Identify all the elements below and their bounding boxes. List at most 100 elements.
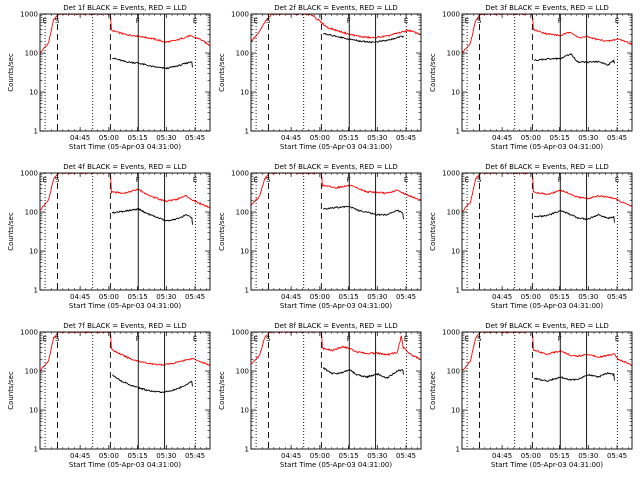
marker-label: E	[254, 176, 258, 184]
chart-title: Det 7f BLACK = Events, RED = LLD	[63, 322, 186, 330]
marker-label: S	[266, 17, 271, 25]
marker-label: E	[43, 176, 47, 184]
y-axis-label: Counts/sec	[218, 53, 226, 92]
series-line-black	[322, 366, 404, 379]
y-tick-label: 100	[25, 50, 38, 58]
x-tick-label: 04:45	[281, 452, 301, 460]
y-tick-label: 10	[240, 89, 249, 97]
chart-panel-5: Det 5f BLACK = Events, RED = LLD Counts/s…	[218, 163, 422, 310]
marker-label: E	[465, 176, 469, 184]
y-tick-label: 10	[240, 407, 249, 415]
marker-label: S	[266, 335, 271, 343]
y-tick-label: 100	[236, 209, 249, 217]
x-tick-label: 05:30	[578, 293, 598, 301]
series-line-black	[322, 32, 404, 44]
marker-label: F	[347, 335, 351, 343]
marker-label: E	[615, 176, 619, 184]
y-axis-label: Counts/sec	[218, 371, 226, 410]
y-tick-label: 1000	[442, 329, 460, 337]
marker-label: E	[465, 17, 469, 25]
marker-label: F	[558, 335, 562, 343]
marker-label: E	[254, 17, 258, 25]
series-line-red	[462, 173, 632, 213]
chart-panel-7: Det 7f BLACK = Events, RED = LLD Counts/s…	[7, 322, 211, 469]
chart-title: Det 8f BLACK = Events, RED = LLD	[274, 322, 397, 330]
y-tick-label: 1000	[442, 170, 460, 178]
x-tick-label: 04:45	[281, 134, 301, 142]
x-axis-label: Start Time (05-Apr-03 04:31:00)	[69, 143, 181, 151]
y-tick-label: 100	[236, 50, 249, 58]
y-tick-label: 100	[447, 50, 460, 58]
x-tick-label: 05:30	[156, 293, 176, 301]
chart-title: Det 3f BLACK = Events, RED = LLD	[485, 4, 608, 12]
x-tick-label: 05:00	[521, 293, 541, 301]
marker-label: F	[136, 17, 140, 25]
series-line-black	[533, 371, 615, 383]
plot-frame	[461, 13, 633, 132]
x-tick-label: 04:45	[70, 293, 90, 301]
y-tick-label: 100	[447, 368, 460, 376]
chart-title: Det 4f BLACK = Events, RED = LLD	[63, 163, 186, 171]
marker-label: F	[136, 335, 140, 343]
x-tick-label: 05:15	[338, 293, 358, 301]
x-axis-label: Start Time (05-Apr-03 04:31:00)	[491, 143, 603, 151]
y-tick-label: 1000	[20, 11, 38, 19]
y-tick-label: 10	[451, 89, 460, 97]
marker-label: F	[347, 17, 351, 25]
series-line-red	[40, 332, 210, 372]
x-tick-label: 05:45	[396, 452, 416, 460]
chart-title: Det 9f BLACK = Events, RED = LLD	[485, 322, 608, 330]
y-axis-label: Counts/sec	[7, 53, 15, 92]
x-axis-label: Start Time (05-Apr-03 04:31:00)	[280, 143, 392, 151]
marker-label: E	[193, 335, 197, 343]
x-tick-label: 04:45	[281, 293, 301, 301]
series-line-red	[40, 173, 210, 211]
y-tick-label: 1	[245, 446, 249, 454]
y-axis-label: Counts/sec	[429, 53, 437, 92]
marker-label: S	[55, 17, 60, 25]
plot-frame	[250, 13, 422, 132]
series-line-black	[111, 207, 193, 225]
marker-label: S	[477, 176, 482, 184]
y-tick-label: 1	[245, 287, 249, 295]
x-tick-label: 05:00	[310, 293, 330, 301]
x-tick-label: 04:45	[492, 293, 512, 301]
y-tick-label: 100	[25, 209, 38, 217]
y-tick-label: 1	[34, 128, 38, 136]
y-tick-label: 100	[25, 368, 38, 376]
x-tick-label: 04:45	[492, 134, 512, 142]
marker-label: E	[43, 17, 47, 25]
y-tick-label: 1	[34, 287, 38, 295]
y-tick-label: 10	[451, 248, 460, 256]
marker-label: E	[615, 17, 619, 25]
x-tick-label: 05:45	[607, 452, 627, 460]
x-tick-label: 05:00	[99, 293, 119, 301]
y-axis-label: Counts/sec	[429, 212, 437, 251]
x-tick-label: 05:45	[185, 293, 205, 301]
x-tick-label: 05:00	[521, 452, 541, 460]
x-tick-label: 05:00	[310, 452, 330, 460]
y-tick-label: 1000	[442, 11, 460, 19]
marker-label: E	[465, 335, 469, 343]
chart-title: Det 5f BLACK = Events, RED = LLD	[274, 163, 397, 171]
y-tick-label: 100	[447, 209, 460, 217]
y-tick-label: 1	[34, 446, 38, 454]
plot-frame	[39, 13, 211, 132]
marker-label: S	[266, 176, 271, 184]
marker-label: S	[55, 176, 60, 184]
chart-panel-2: Det 2f BLACK = Events, RED = LLD Counts/s…	[218, 4, 422, 151]
series-line-black	[533, 52, 615, 66]
marker-label: S	[55, 335, 60, 343]
x-tick-label: 05:15	[127, 452, 147, 460]
marker-label: S	[477, 17, 482, 25]
series-line-black	[112, 57, 193, 70]
series-line-red	[251, 173, 421, 207]
x-tick-label: 05:30	[578, 134, 598, 142]
x-tick-label: 05:30	[367, 134, 387, 142]
y-tick-label: 10	[29, 89, 38, 97]
chart-title: Det 6f BLACK = Events, RED = LLD	[485, 163, 608, 171]
x-axis-label: Start Time (05-Apr-03 04:31:00)	[69, 461, 181, 469]
x-tick-label: 05:30	[156, 134, 176, 142]
x-tick-label: 05:45	[607, 293, 627, 301]
